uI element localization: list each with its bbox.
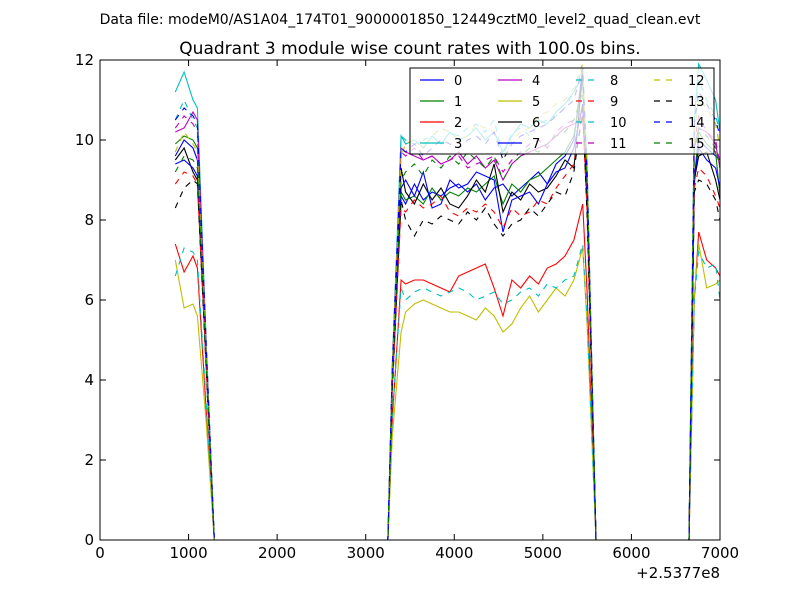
legend-box [409,67,715,155]
legend-label: 12 [688,74,705,89]
legend-entry: 9 [576,95,618,110]
legend-label: 15 [688,137,705,152]
series-line-5 [174,243,720,540]
legend-label: 2 [454,116,462,131]
legend-label: 11 [610,137,627,152]
legend-entry: 11 [576,137,627,152]
x-tick-label: 7000 [701,544,739,562]
series-line-9 [174,115,720,540]
legend-label: 9 [610,95,618,110]
legend-entry: 3 [420,137,462,152]
y-tick-label: 4 [84,371,94,389]
x-offset-label: +2.5377e8 [636,564,720,582]
legend-entry: 0 [420,74,462,89]
series-line-6 [174,71,720,540]
y-tick-label: 12 [75,51,94,69]
legend-entry: 10 [576,116,627,131]
series-line-0 [174,67,720,540]
series-line-4 [175,110,720,540]
x-tick-label: 0 [95,544,105,562]
series-line-7 [175,103,720,540]
legend-label: 14 [688,116,705,131]
figure-suptitle: Data file: modeM0/AS1A04_174T01_90000018… [100,12,701,28]
legend-entry: 14 [654,116,705,131]
y-tick-label: 2 [84,451,94,469]
y-tick-label: 0 [84,531,94,549]
legend-entry: 6 [498,116,540,131]
y-tick-label: 6 [84,291,94,309]
x-tick-label: 2000 [258,544,296,562]
series-line-13 [174,107,720,540]
legend-label: 4 [532,74,540,89]
legend-entry: 5 [498,95,540,110]
x-tick-label: 5000 [524,544,562,562]
x-tick-label: 4000 [435,544,473,562]
x-tick-label: 6000 [612,544,650,562]
legend-label: 3 [454,137,462,152]
legend-entry: 4 [498,74,540,89]
y-tick-label: 10 [75,131,94,149]
legend-label: 7 [532,137,540,152]
legend-label: 5 [532,95,540,110]
series-line-1 [174,79,720,540]
chart-title: Quadrant 3 module wise count rates with … [179,39,640,59]
legend-label: 10 [610,116,627,131]
legend-entry: 15 [654,137,705,152]
legend-entry: 1 [420,95,462,110]
legend-label: 0 [454,74,462,89]
legend-label: 1 [454,95,462,110]
x-tick-label: 3000 [347,544,385,562]
x-tick-label: 1000 [169,544,207,562]
series-line-2 [174,203,720,540]
legend-entry: 13 [654,95,705,110]
legend-label: 13 [688,95,705,110]
y-tick-label: 8 [84,211,94,229]
legend-entry: 7 [498,137,540,152]
legend-entry: 12 [654,74,705,89]
legend-label: 8 [610,74,618,89]
legend-label: 6 [532,116,540,131]
legend-entry: 8 [576,74,618,89]
legend-entry: 2 [420,116,462,131]
